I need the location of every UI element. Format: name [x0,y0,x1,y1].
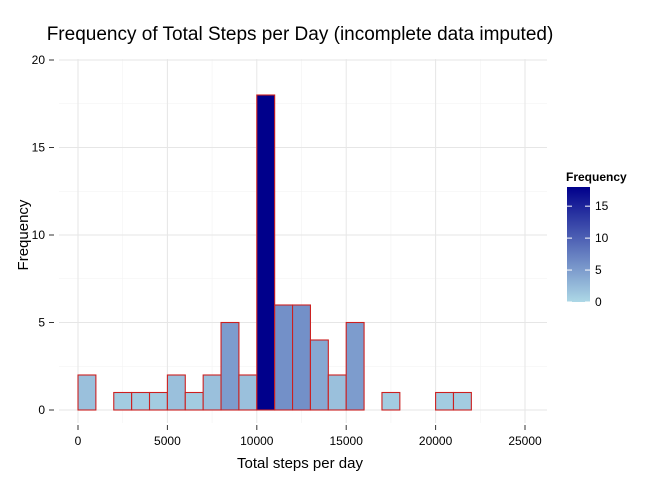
histogram-bar [381,391,401,411]
chart-title: Frequency of Total Steps per Day (incomp… [47,24,554,45]
y-tick-label: 0 [38,403,45,417]
legend-tick-label: 10 [595,231,609,245]
histogram-bar [220,321,240,411]
histogram-bar [452,391,472,411]
histogram-bar [202,374,222,411]
histogram-bar [131,391,151,411]
legend-tick-label: 5 [595,263,602,277]
legend-ticks: 0 5 10 15 [567,199,609,309]
y-tick-label: 5 [38,316,45,330]
histogram-bar [435,391,455,411]
legend-colorbar [567,187,590,302]
x-tick-label: 5000 [154,434,181,448]
histogram-bar [256,94,276,411]
histogram-bar [184,391,204,411]
x-axis: 0 5000 10000 15000 20000 25000 [75,425,542,448]
legend-title: Frequency [566,170,627,184]
histogram-bar [292,304,311,411]
histogram-bar [238,374,258,411]
histogram-bar [309,339,329,411]
x-tick-label: 20000 [419,434,453,448]
x-tick-label: 0 [75,434,82,448]
x-tick-label: 15000 [330,434,364,448]
histogram-bar [166,374,186,411]
legend-tick-label: 15 [595,199,609,213]
histogram-bar [148,391,168,411]
x-axis-title: Total steps per day [237,455,363,472]
histogram-bar [113,391,133,411]
bars [77,94,472,411]
legend-tick-label: 0 [595,295,602,309]
histogram-bar [77,374,97,411]
legend: Frequency 0 5 10 15 [566,170,627,309]
x-tick-label: 25000 [508,434,542,448]
histogram-bar [274,304,294,411]
x-tick-label: 10000 [240,434,274,448]
histogram-bar [345,321,365,411]
y-tick-label: 10 [32,228,46,242]
y-tick-label: 15 [32,141,46,155]
y-tick-label: 20 [32,53,46,67]
y-axis-title: Frequency [15,199,32,270]
y-axis: 0 5 10 15 20 [32,53,54,417]
histogram-bar [327,374,347,411]
